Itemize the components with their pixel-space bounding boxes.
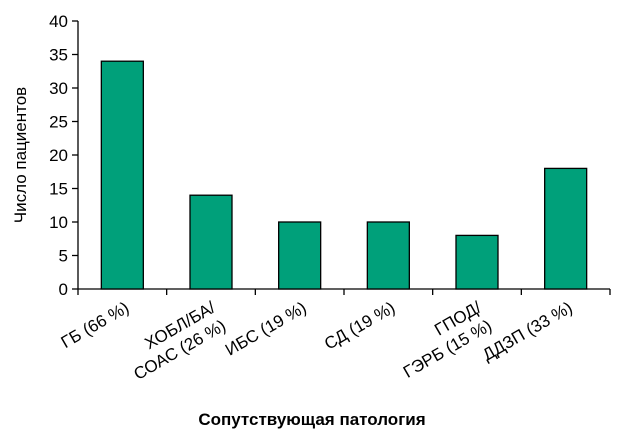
y-tick-label: 0 xyxy=(59,280,68,299)
category-label-line: СД (19 %) xyxy=(321,298,398,354)
category-label-line: ИБС (19 %) xyxy=(222,298,310,360)
category-label-line: ГБ (66 %) xyxy=(58,298,133,352)
x-axis xyxy=(77,288,611,295)
y-tick-label: 15 xyxy=(49,180,68,199)
y-tick-label: 40 xyxy=(49,12,68,31)
y-axis-label: Число пациентов xyxy=(11,87,30,223)
bar xyxy=(189,194,233,290)
category-labels: ГБ (66 %) ХОБЛ/БА/СОАС (26 %)ИБС (19 %) СД… xyxy=(58,298,576,384)
bar xyxy=(455,234,499,290)
bar xyxy=(100,60,144,290)
category-label: ГБ (66 %) xyxy=(58,298,133,352)
bar xyxy=(278,221,322,290)
category-label: ГПОД/ГЭРБ (15 %) xyxy=(390,298,496,382)
y-tick-label: 25 xyxy=(49,113,68,132)
y-axis: 0 5 10 15 20 25 30 35 40 xyxy=(49,12,79,299)
category-label: СД (19 %) xyxy=(321,298,398,354)
bar xyxy=(544,167,588,290)
y-tick-label: 20 xyxy=(49,146,68,165)
bar xyxy=(366,221,410,290)
bars xyxy=(100,60,588,290)
category-label: ИБС (19 %) xyxy=(222,298,310,360)
y-tick-label: 35 xyxy=(49,46,68,65)
x-axis-label: Сопутствующая патология xyxy=(198,410,425,429)
y-tick-label: 10 xyxy=(49,213,68,232)
y-tick-label: 30 xyxy=(49,79,68,98)
category-label: ХОБЛ/БА/СОАС (26 %) xyxy=(120,298,229,384)
y-tick-label: 5 xyxy=(59,247,68,266)
